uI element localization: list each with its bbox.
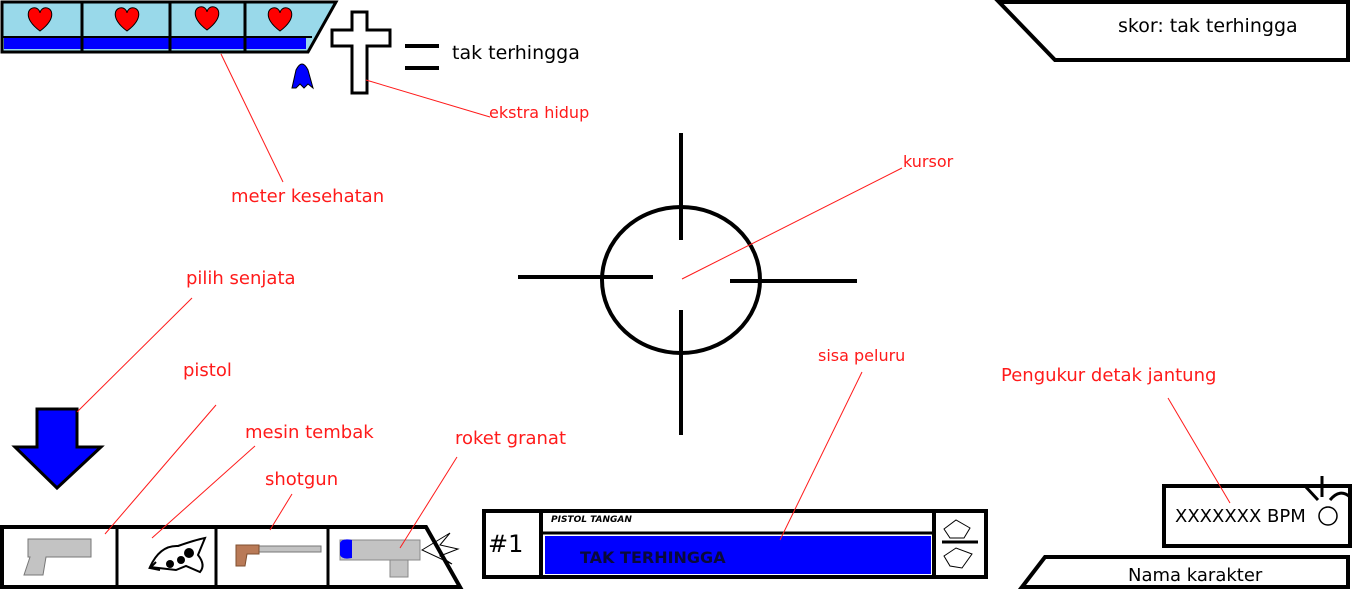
annotation-machine-gun: mesin tembak [245,422,374,443]
heart-rate-value: XXXXXXX BPM [1175,506,1306,527]
weapon-slot-number: #1 [488,530,523,558]
annotation-rocket: roket granat [455,428,566,449]
blue-ghost-icon [292,64,313,88]
annotation-cursor: kursor [903,152,953,171]
cross-icon [332,12,390,93]
annotation-pistol: pistol [183,360,232,381]
annotation-extra-life: ekstra hidup [489,103,589,122]
weapon-name: PISTOL TANGAN [551,515,632,525]
health-meter [2,2,336,52]
annotation-select-weapon: pilih senjata [186,268,296,289]
score-label: skor: tak terhingga [1118,15,1298,37]
annotation-shotgun: shotgun [265,469,338,490]
extra-lives-count: tak terhingga [452,42,580,64]
equals-icon [405,46,439,68]
annotation-lines [77,54,1230,548]
ammo-count: TAK TERHINGGA [580,548,726,567]
crosshair-cursor [518,133,857,435]
annotation-health: meter kesehatan [231,186,384,207]
character-name: Nama karakter [1128,565,1262,586]
annotation-ammo: sisa peluru [818,346,905,365]
annotation-heart-rate: Pengukur detak jantung [1001,365,1216,386]
pulse-indicator-icon [1319,507,1337,525]
arrow-down-icon [15,409,101,488]
